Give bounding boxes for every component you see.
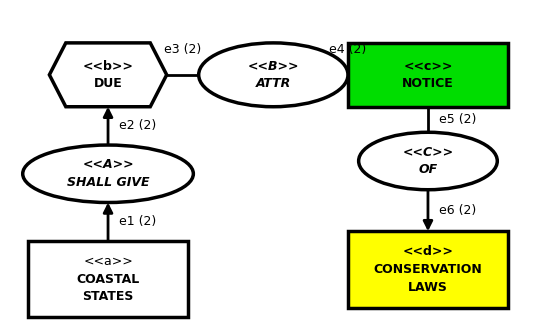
Text: OF: OF xyxy=(419,163,437,176)
Text: COASTAL: COASTAL xyxy=(77,273,140,286)
Text: <<a>>: <<a>> xyxy=(83,255,133,268)
Text: e2 (2): e2 (2) xyxy=(118,119,156,132)
Text: LAWS: LAWS xyxy=(408,280,448,294)
Text: e4 (2): e4 (2) xyxy=(329,43,367,56)
Ellipse shape xyxy=(199,43,348,107)
Text: <<c>>: <<c>> xyxy=(403,60,453,72)
Text: <<d>>: <<d>> xyxy=(403,245,453,259)
Polygon shape xyxy=(49,43,167,107)
Text: e6 (2): e6 (2) xyxy=(438,204,476,217)
FancyBboxPatch shape xyxy=(28,241,188,317)
Text: SHALL GIVE: SHALL GIVE xyxy=(67,176,150,189)
FancyBboxPatch shape xyxy=(348,231,508,308)
Text: <<b>>: <<b>> xyxy=(83,60,133,72)
Text: e1 (2): e1 (2) xyxy=(118,215,156,228)
Text: e3 (2): e3 (2) xyxy=(164,43,202,56)
FancyBboxPatch shape xyxy=(348,43,508,107)
Text: <<C>>: <<C>> xyxy=(403,146,453,159)
Text: CONSERVATION: CONSERVATION xyxy=(374,263,482,276)
Text: <<B>>: <<B>> xyxy=(248,60,299,72)
Text: DUE: DUE xyxy=(94,77,122,90)
Text: STATES: STATES xyxy=(83,290,133,303)
Ellipse shape xyxy=(359,132,497,190)
Text: NOTICE: NOTICE xyxy=(402,77,454,90)
Text: ATTR: ATTR xyxy=(256,77,291,90)
Text: <<A>>: <<A>> xyxy=(82,158,134,172)
Ellipse shape xyxy=(23,145,193,203)
Text: e5 (2): e5 (2) xyxy=(438,113,476,126)
